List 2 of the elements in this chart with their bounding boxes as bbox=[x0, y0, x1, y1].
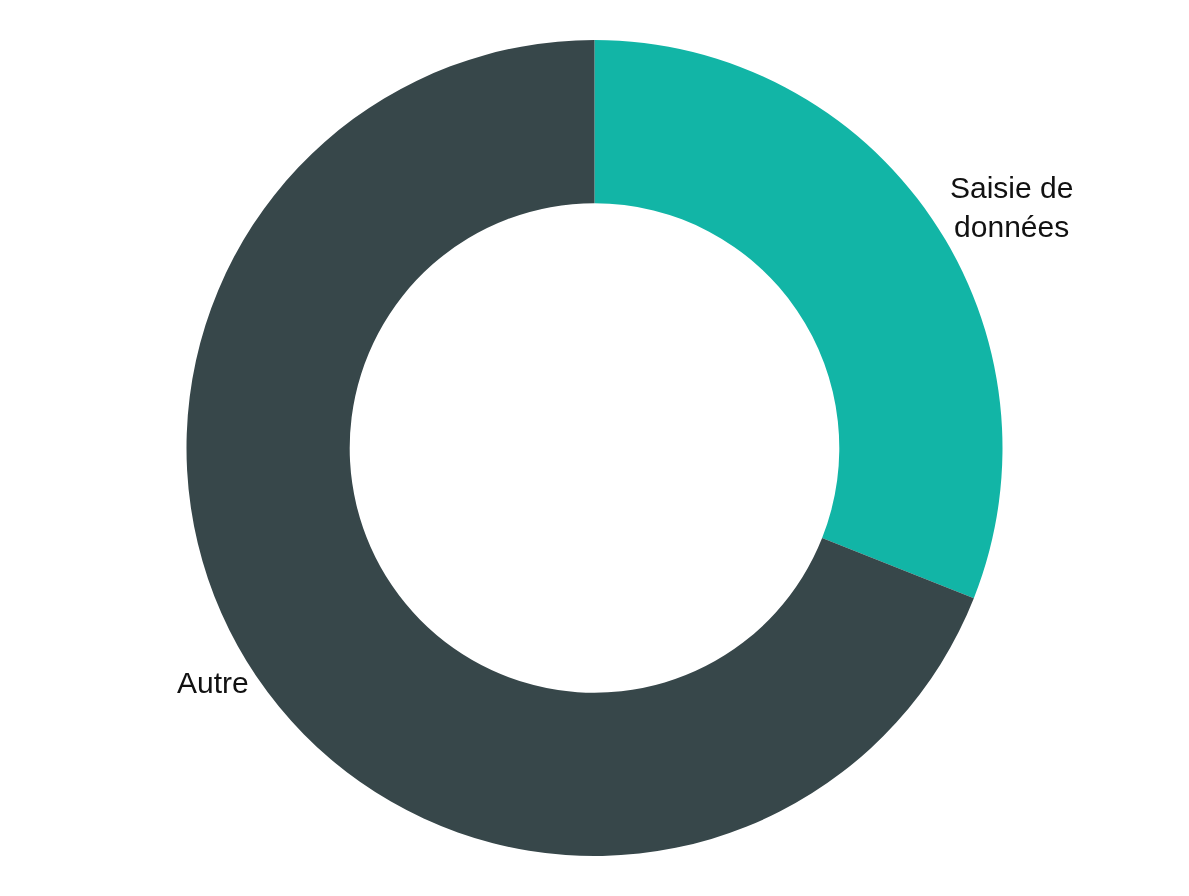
slice-label: Saisie de données bbox=[949, 171, 1074, 244]
slice-label: Autre bbox=[177, 666, 249, 700]
